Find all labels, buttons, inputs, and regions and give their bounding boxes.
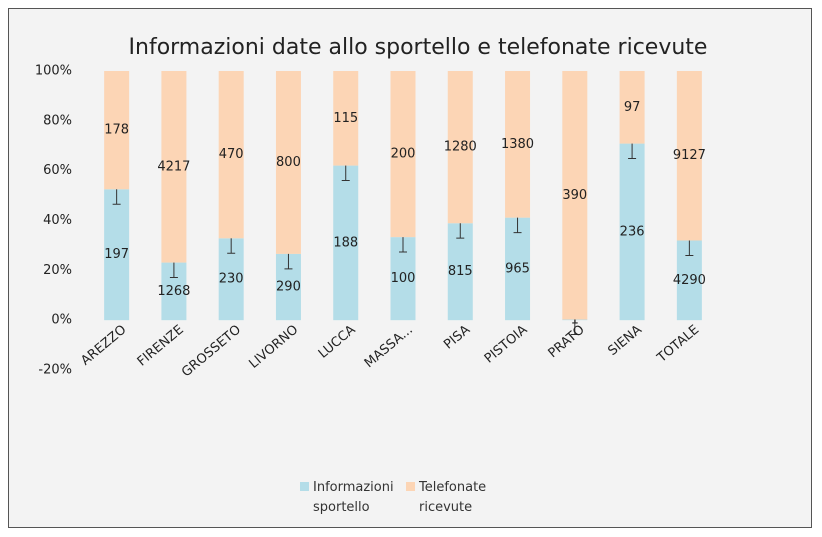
x-tick-label: FIRENZE: [135, 322, 187, 369]
data-label: 4217: [157, 159, 190, 174]
legend-item: Telefonate ricevute: [406, 478, 494, 518]
data-label: 1268: [157, 284, 190, 299]
legend-swatch: [406, 482, 415, 491]
bar-segment: [619, 71, 645, 144]
x-tick-label: PISTOIA: [482, 322, 531, 366]
bar-segment: [104, 71, 130, 190]
data-label: 800: [276, 155, 301, 170]
data-label: 9127: [673, 148, 706, 163]
data-label: 965: [505, 261, 530, 276]
bar-segment: [447, 223, 473, 321]
bar-segment: [619, 143, 645, 321]
y-tick-label: 40%: [43, 213, 72, 228]
x-tick-label: MASSA...: [362, 322, 416, 371]
y-tick-label: 0%: [51, 313, 72, 328]
legend: Informazioni sportello Telefonate ricevut…: [300, 478, 494, 518]
x-tick-label: LIVORNO: [246, 322, 301, 371]
bar-segment: [676, 71, 702, 241]
y-tick-label: 80%: [43, 113, 72, 128]
data-label: 1380: [501, 137, 534, 152]
x-tick-label: GROSSETO: [179, 322, 244, 380]
data-label: 97: [624, 100, 641, 115]
y-tick-label: -20%: [38, 363, 72, 378]
y-tick-label: 60%: [43, 163, 72, 178]
bar-segment: [333, 71, 359, 166]
bar-segment: [390, 71, 416, 238]
bar-segment: [505, 71, 531, 218]
bar-segment: [161, 71, 187, 263]
bar-segment: [275, 71, 301, 254]
bar-segment: [333, 165, 359, 321]
legend-swatch: [300, 482, 309, 491]
data-label: 188: [333, 235, 358, 250]
x-tick-label: PRATO: [546, 322, 588, 361]
x-tick-label: PISA: [441, 322, 473, 352]
data-label: 1280: [444, 140, 477, 155]
bar-segment: [505, 217, 531, 321]
data-label: 4290: [673, 273, 706, 288]
data-label: 197: [104, 247, 129, 262]
bar-segment: [562, 71, 588, 320]
data-label: 815: [448, 264, 473, 279]
legend-label: Informazioni sportello: [313, 480, 394, 515]
legend-item: Informazioni sportello: [300, 478, 394, 518]
data-label: 230: [219, 272, 244, 287]
data-label: 236: [620, 224, 645, 239]
data-label: 178: [104, 123, 129, 138]
chart-title: Informazioni date allo sportello e telef…: [129, 35, 708, 60]
data-label: 115: [333, 111, 358, 126]
bar-segment: [447, 71, 473, 224]
x-tick-label: SIENA: [605, 322, 645, 359]
legend-label: Telefonate ricevute: [419, 480, 487, 515]
x-tick-label: AREZZO: [78, 322, 129, 368]
y-tick-label: 20%: [43, 263, 72, 278]
bar-segment: [218, 71, 244, 239]
data-label: 100: [391, 271, 416, 286]
bar-segment: [104, 189, 130, 321]
y-tick-label: 100%: [35, 64, 72, 79]
x-tick-label: TOTALE: [654, 322, 702, 366]
data-label: 470: [219, 147, 244, 162]
x-tick-label: LUCCA: [316, 322, 359, 361]
data-label: 290: [276, 280, 301, 295]
data-label: 390: [562, 188, 587, 203]
data-label: 200: [391, 147, 416, 162]
